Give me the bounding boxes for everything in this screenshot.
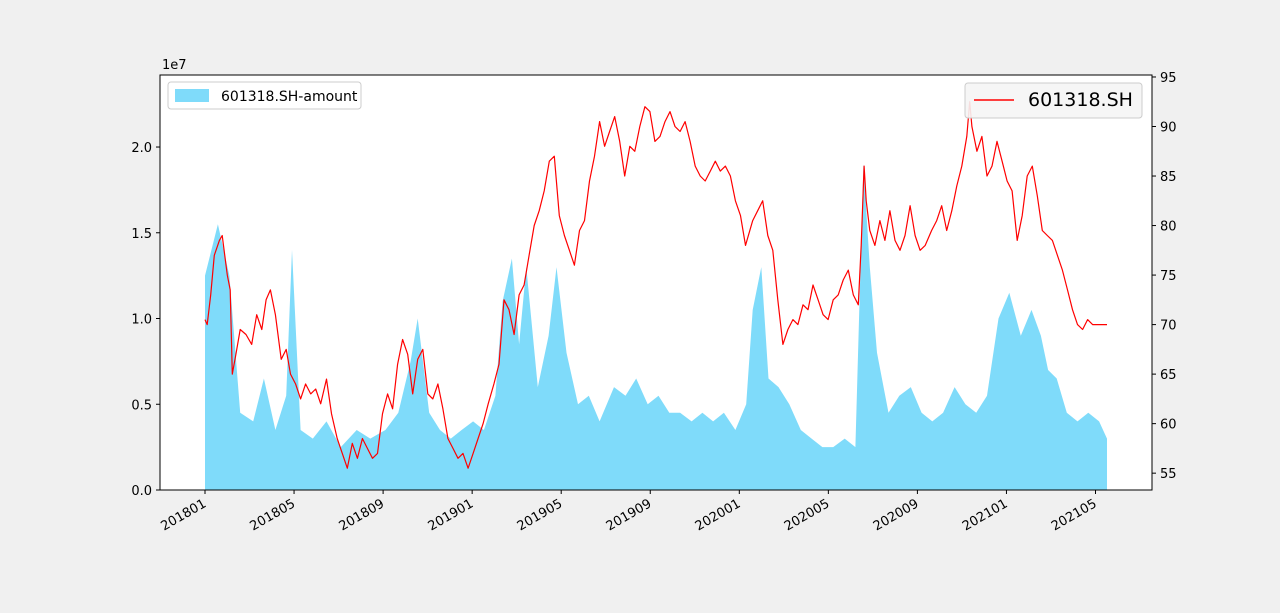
x-tick-label: 201909 bbox=[604, 496, 654, 534]
y-right-tick-label: 95 bbox=[1160, 71, 1177, 86]
legend-amount: 601318.SH-amount bbox=[167, 81, 362, 110]
legend-price-frame bbox=[964, 82, 1143, 119]
x-tick-label: 202001 bbox=[693, 496, 743, 534]
y-right-tick-label: 55 bbox=[1160, 467, 1177, 482]
legend-amount-swatch bbox=[175, 89, 209, 102]
y-left-tick-label: 1.5 bbox=[131, 227, 152, 242]
y-left-tick-label: 0.5 bbox=[131, 398, 152, 413]
y-right-tick-label: 70 bbox=[1160, 319, 1177, 334]
x-tick-label: 201809 bbox=[337, 496, 387, 534]
y-right-tick-label: 75 bbox=[1160, 269, 1177, 284]
x-tick-label: 201805 bbox=[248, 496, 298, 534]
x-tick-label: 202101 bbox=[960, 496, 1010, 534]
y-axis-left: 0.0 0.5 1.0 1.5 2.0 bbox=[131, 141, 160, 499]
y-left-tick-label: 0.0 bbox=[131, 484, 152, 499]
y-right-tick-label: 80 bbox=[1160, 220, 1177, 235]
y-right-tick-label: 65 bbox=[1160, 368, 1177, 383]
series-price-line bbox=[204, 101, 1107, 469]
y-left-tick-label: 2.0 bbox=[131, 141, 152, 156]
x-tick-label: 202105 bbox=[1049, 496, 1099, 534]
y-left-tick-label: 1.0 bbox=[131, 313, 152, 328]
price-line-layer bbox=[204, 101, 1107, 469]
amount-area-layer bbox=[205, 164, 1107, 490]
series-amount-area bbox=[205, 164, 1107, 490]
legend-price: 601318.SH bbox=[964, 82, 1143, 119]
x-tick-label: 202005 bbox=[782, 496, 832, 534]
x-axis: 201801 201805 201809 201901 201905 201909 2020… bbox=[159, 490, 1100, 534]
y-right-tick-label: 90 bbox=[1160, 121, 1177, 136]
x-tick-label: 202009 bbox=[871, 496, 921, 534]
y-right-tick-label: 85 bbox=[1160, 170, 1177, 185]
y-left-multiplier: 1e7 bbox=[162, 58, 187, 73]
plot-frame bbox=[159, 74, 1153, 491]
y-axis-right: 55 60 65 70 75 80 85 90 95 bbox=[1152, 71, 1177, 482]
x-tick-label: 201801 bbox=[159, 496, 209, 534]
x-tick-label: 201905 bbox=[515, 496, 565, 534]
y-right-tick-label: 60 bbox=[1160, 418, 1177, 433]
legend-amount-frame bbox=[167, 81, 362, 110]
legend-amount-label: 601318.SH-amount bbox=[221, 89, 358, 105]
x-tick-label: 201901 bbox=[426, 496, 476, 534]
legend-price-label: 601318.SH bbox=[1028, 89, 1133, 111]
